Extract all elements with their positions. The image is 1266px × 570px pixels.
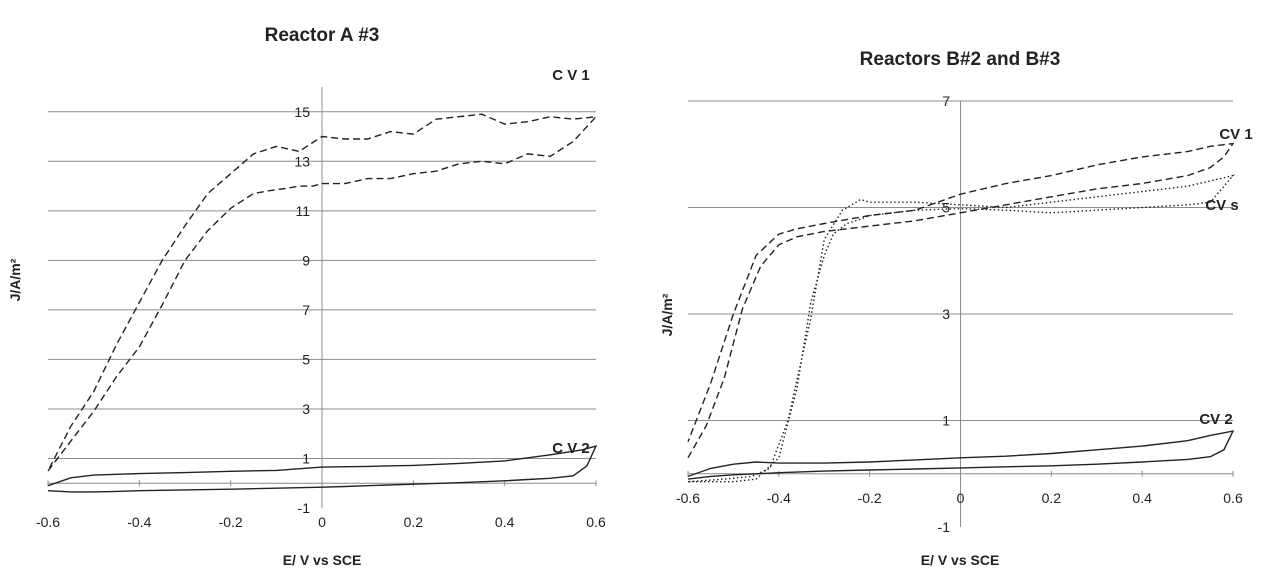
y-tick-label: 7 [942, 93, 950, 109]
y-tick-label: -1 [298, 500, 311, 516]
y-tick-label: 13 [294, 153, 310, 169]
y-tick-label: 7 [302, 302, 310, 318]
x-tick-label: 0 [957, 490, 965, 506]
chart-title: Reactors B#2 and B#3 [860, 49, 1061, 70]
chart-panel-2: -0.6 -0.4 -0.2 0 0.2 0.4 0.6 -1 1 3 5 7 Reactors B#2… [659, 49, 1253, 568]
x-tick-label: 0.2 [1042, 490, 1062, 506]
series-cv-s [687, 174, 1235, 483]
y-tick-label: 1 [302, 450, 310, 466]
x-tick-label: -0.6 [36, 514, 60, 530]
series-label: CV s [1205, 197, 1238, 214]
x-tick-label: -0.2 [858, 490, 882, 506]
x-tick-label: -0.4 [127, 514, 151, 530]
chart-title: Reactor A #3 [265, 25, 380, 46]
y-tick-label: 3 [942, 306, 950, 322]
x-tick-label: 0.4 [495, 514, 515, 530]
y-tick-label: 11 [295, 203, 310, 219]
x-axis-label: E/ V vs SCE [921, 552, 1000, 568]
y-tick-label: 1 [942, 413, 950, 429]
series-label: CV 1 [1219, 126, 1252, 143]
series-cv-1 [687, 142, 1235, 459]
series-label: C V 1 [552, 67, 590, 84]
series-label: C V 2 [552, 440, 590, 457]
series-cv-2 [687, 430, 1235, 480]
x-tick-label: 0.2 [404, 514, 424, 530]
x-tick-label: 0.6 [1223, 490, 1243, 506]
y-tick-label: 5 [302, 351, 310, 367]
y-tick-label: 15 [294, 104, 310, 120]
x-tick-label: -0.6 [676, 490, 700, 506]
y-tick-label: 9 [302, 252, 310, 268]
chart-panel-1: -0.6 -0.4 -0.2 0 0.2 0.4 0.6-113579111315React… [7, 25, 606, 568]
x-tick-label: -0.2 [219, 514, 243, 530]
y-tick-label: 3 [302, 401, 310, 417]
y-axis-label: J/A/m² [7, 258, 23, 301]
y-axis-label: J/A/m² [659, 293, 675, 336]
x-tick-label: 0.4 [1132, 490, 1152, 506]
x-tick-label: 0 [318, 514, 326, 530]
series-c-v-2 [47, 445, 598, 493]
y-tick-label: -1 [938, 519, 951, 535]
x-tick-label: 0.6 [586, 514, 606, 530]
series-label: CV 2 [1199, 411, 1232, 428]
x-axis-label: E/ V vs SCE [283, 552, 362, 568]
series-c-v-1 [47, 113, 598, 472]
y-tick-label: 5 [942, 200, 950, 216]
x-tick-label: -0.4 [767, 490, 791, 506]
